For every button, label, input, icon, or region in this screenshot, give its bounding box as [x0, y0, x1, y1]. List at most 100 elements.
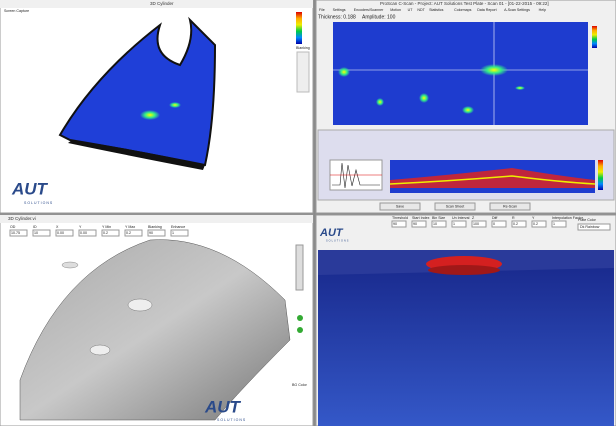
menu-item[interactable]: Help: [539, 8, 546, 12]
field-value[interactable]: 0.2: [126, 231, 131, 235]
slider[interactable]: [295, 244, 304, 291]
field-value[interactable]: 10.75: [11, 231, 20, 235]
field-label: Diff: [492, 216, 497, 220]
field-label: Y Min: [102, 225, 111, 229]
color-bar: [592, 26, 597, 48]
field-box[interactable]: [551, 220, 567, 228]
field-label: ID: [33, 225, 37, 229]
label: Blanking: [296, 46, 310, 50]
title-bar: [0, 215, 313, 223]
menu-item[interactable]: Encoders/Scanner: [354, 8, 384, 12]
field-value[interactable]: 0.2: [533, 222, 538, 226]
field-box[interactable]: [147, 229, 166, 237]
menu-item[interactable]: UT: [408, 8, 414, 12]
button[interactable]: [379, 202, 421, 211]
logo-tagline: SOLUTIONS: [24, 201, 53, 205]
button[interactable]: [489, 202, 531, 211]
indication: [140, 110, 160, 120]
menu-item[interactable]: Statistics: [429, 8, 444, 12]
readout: Amplitude: 100: [362, 14, 396, 20]
field-label: Z: [472, 216, 475, 220]
field-value[interactable]: 90: [413, 222, 417, 226]
surface-feature: [127, 298, 153, 312]
field-value[interactable]: 0: [493, 222, 495, 226]
logo-tagline: SOLUTIONS: [326, 240, 349, 243]
field-value[interactable]: 1: [553, 222, 555, 226]
button[interactable]: [434, 202, 476, 211]
field-box[interactable]: [55, 229, 74, 237]
bscan-echo: [389, 175, 596, 185]
window-3d-cylinder-vi: 3D Cylinder.vi OD 10.75 ID 10 X 0.00 Y 0.00 Y Mi…: [0, 214, 314, 426]
menu-item[interactable]: A-Scan Settings: [504, 8, 530, 12]
menu-item[interactable]: NDT: [417, 8, 425, 12]
window-title: 3D Cylinder: [150, 1, 174, 6]
field-value[interactable]: 90: [149, 231, 153, 235]
indication: [428, 265, 500, 275]
title-bar: [0, 0, 313, 8]
field-value[interactable]: 0.00: [80, 231, 87, 235]
field-box[interactable]: [101, 229, 120, 237]
field-value[interactable]: 100: [473, 222, 479, 226]
button-label[interactable]: Re-Scan: [503, 204, 517, 208]
logo: AUT: [319, 227, 344, 239]
field-label: Un Interval: [452, 216, 470, 220]
cylinder-surface: [19, 239, 291, 421]
field-box[interactable]: [124, 229, 143, 237]
field-label: Bin Size: [432, 216, 445, 220]
field-label: Enhance: [171, 225, 185, 229]
window-title: 3D Cylinder.vi: [8, 216, 36, 221]
field-value[interactable]: 10: [34, 231, 38, 235]
field-box[interactable]: [9, 229, 28, 237]
menu-item[interactable]: Screen Capture: [4, 9, 29, 13]
cscan-plot: [333, 22, 588, 125]
field-box[interactable]: [78, 229, 97, 237]
label: BG Color: [292, 383, 308, 387]
color-bar: [598, 160, 603, 190]
icon[interactable]: [297, 315, 303, 321]
window-cscan: ProScan C-Scan - Project: AUT Solutions …: [315, 0, 616, 214]
field-value[interactable]: 0.2: [513, 222, 518, 226]
field-box[interactable]: [491, 220, 507, 228]
field-value[interactable]: 0.00: [57, 231, 64, 235]
color-bar: [296, 12, 302, 44]
menu-item[interactable]: Data Report: [477, 8, 496, 12]
tool-panel: [296, 51, 310, 93]
field-value[interactable]: 1: [172, 231, 174, 235]
indication: [480, 64, 508, 76]
field-label: Y: [532, 216, 535, 220]
field-label: Y Max: [125, 225, 135, 229]
field-box[interactable]: [451, 220, 467, 228]
field-box[interactable]: [411, 220, 427, 228]
field-box[interactable]: [431, 220, 447, 228]
field-label: Blanking: [148, 225, 162, 229]
field-box[interactable]: [32, 229, 51, 237]
ascan-trace: [332, 162, 380, 189]
dropdown-value[interactable]: Dk Rainbow: [580, 225, 600, 229]
field-value[interactable]: 90: [393, 222, 397, 226]
field-box[interactable]: [511, 220, 527, 228]
indication: [338, 67, 350, 77]
field-box[interactable]: [391, 220, 407, 228]
field-label: OD: [10, 225, 16, 229]
field-label: Interpolation Factor: [552, 216, 584, 220]
field-box[interactable]: [471, 220, 487, 228]
icon[interactable]: [297, 327, 303, 333]
cylinder-edge: [68, 140, 205, 170]
dropdown[interactable]: [577, 223, 611, 231]
button-label[interactable]: Scan Sheet: [446, 204, 465, 208]
field-value[interactable]: 10: [433, 222, 437, 226]
label: Plate Color: [578, 218, 597, 222]
field-box[interactable]: [531, 220, 547, 228]
menu-item[interactable]: Motion: [390, 8, 401, 12]
indication: [419, 93, 429, 103]
menu-item[interactable]: Settings: [333, 8, 346, 12]
field-value[interactable]: 0.2: [103, 231, 108, 235]
window-3d-plate: AUT SOLUTIONS Threshold 90 Start Index 90 Bi…: [315, 214, 616, 426]
field-label: Threshold: [392, 216, 408, 220]
menu-item[interactable]: Colormaps: [454, 8, 472, 12]
indication: [376, 98, 384, 106]
button-label[interactable]: Save: [396, 204, 404, 208]
field-box[interactable]: [170, 229, 189, 237]
field-value[interactable]: 1: [453, 222, 455, 226]
menu-item[interactable]: File: [319, 8, 325, 12]
